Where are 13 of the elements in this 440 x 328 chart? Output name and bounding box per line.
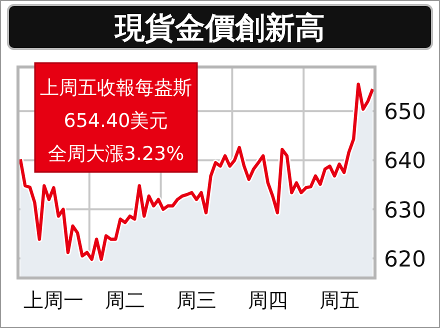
- annotation: 上周五收報每盎斯: [40, 77, 192, 99]
- x-tick-label: 周二: [105, 288, 146, 312]
- y-tick-label: 620: [384, 247, 426, 272]
- annotation: 全周大漲3.23%: [48, 143, 184, 165]
- x-tick-label: 上周一: [24, 288, 84, 312]
- y-tick-label: 630: [384, 198, 426, 224]
- y-tick-label: 650: [384, 100, 426, 126]
- x-tick-label: 周三: [176, 288, 216, 312]
- x-tick-label: 周四: [248, 288, 288, 312]
- chart-title: 現貨金價創新高: [114, 11, 325, 46]
- x-tick-label: 周五: [319, 288, 360, 312]
- y-tick-label: 640: [384, 149, 426, 174]
- annotation: 654.40美元: [64, 110, 168, 132]
